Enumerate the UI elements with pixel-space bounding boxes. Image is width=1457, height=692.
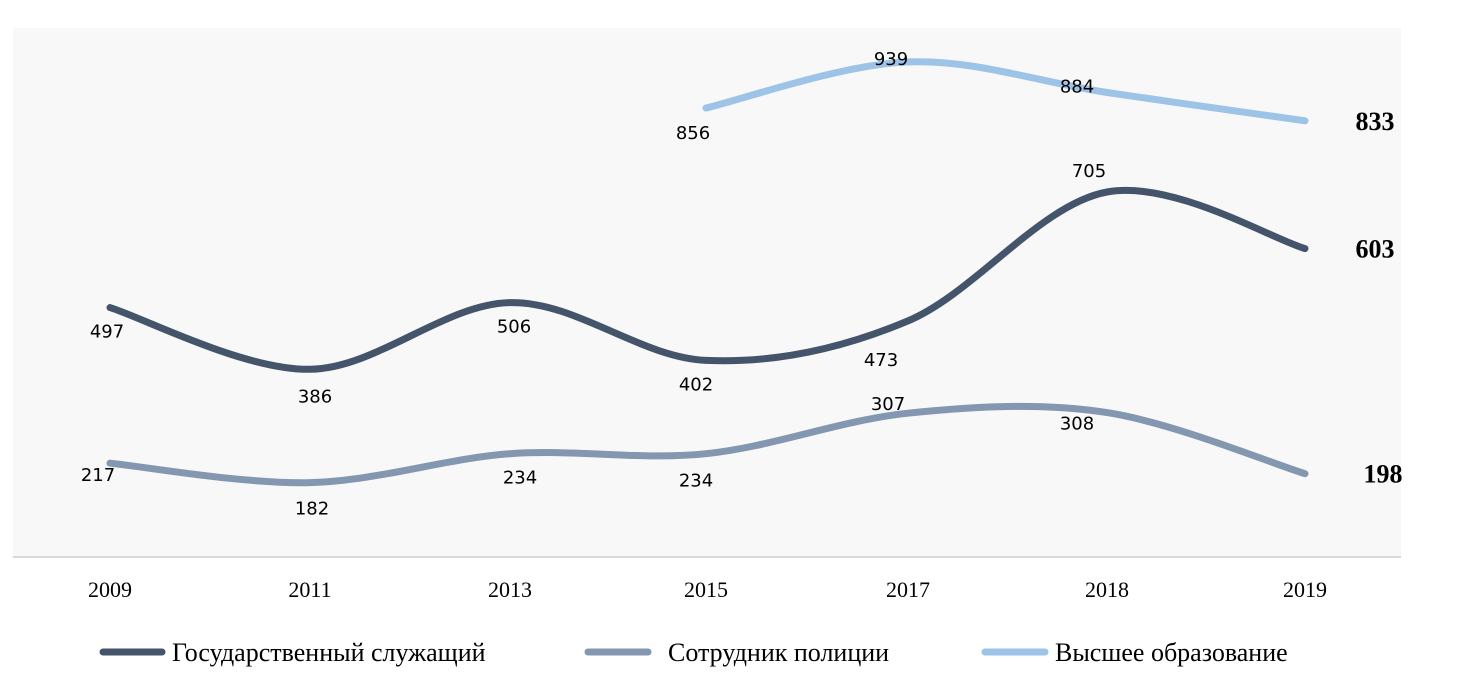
x-tick-label: 2017 — [886, 577, 930, 602]
data-label: 217 — [81, 465, 115, 486]
legend: Государственный служащий Сотрудник полици… — [99, 638, 1288, 667]
legend-item: Высшее образование — [981, 638, 1288, 667]
x-axis-ticks: 2009 2011 2013 2015 2017 2018 2019 — [88, 577, 1327, 602]
end-value-label: 833 — [1356, 107, 1395, 136]
legend-item: Сотрудник полиции — [584, 638, 889, 667]
legend-label: Государственный служащий — [172, 638, 486, 667]
data-label: 884 — [1060, 76, 1094, 97]
x-tick-label: 2009 — [88, 577, 132, 602]
legend-label: Сотрудник полиции — [668, 638, 889, 667]
series-line-2 — [106, 402, 1309, 487]
series-line-1 — [106, 186, 1309, 373]
data-label: 497 — [90, 322, 124, 343]
data-label: 506 — [497, 317, 531, 338]
x-tick-label: 2013 — [488, 577, 532, 602]
series-layer — [106, 58, 1309, 487]
end-value-label: 198 — [1364, 460, 1403, 489]
x-tick-label: 2015 — [684, 577, 728, 602]
data-label: 234 — [679, 471, 713, 492]
legend-item: Государственный служащий — [99, 638, 486, 667]
data-label: 386 — [298, 386, 332, 407]
data-label: 234 — [503, 468, 537, 489]
data-label: 705 — [1072, 161, 1106, 182]
labels-layer: 497 386 506 402 473 705 603 217 182 234 234 307 308 1… — [81, 49, 1403, 520]
data-label: 402 — [679, 374, 713, 395]
data-label: 939 — [874, 49, 908, 70]
series-line-3 — [702, 58, 1309, 125]
data-label: 182 — [295, 499, 329, 520]
data-label: 308 — [1060, 414, 1094, 435]
data-label: 473 — [864, 350, 898, 371]
x-tick-label: 2018 — [1085, 577, 1129, 602]
x-tick-label: 2019 — [1283, 577, 1327, 602]
legend-label: Высшее образование — [1055, 638, 1288, 667]
plot-area — [13, 28, 1401, 556]
data-label: 856 — [676, 123, 710, 144]
x-tick-label: 2011 — [288, 577, 331, 602]
end-value-label: 603 — [1356, 235, 1395, 264]
data-label: 307 — [871, 394, 905, 415]
